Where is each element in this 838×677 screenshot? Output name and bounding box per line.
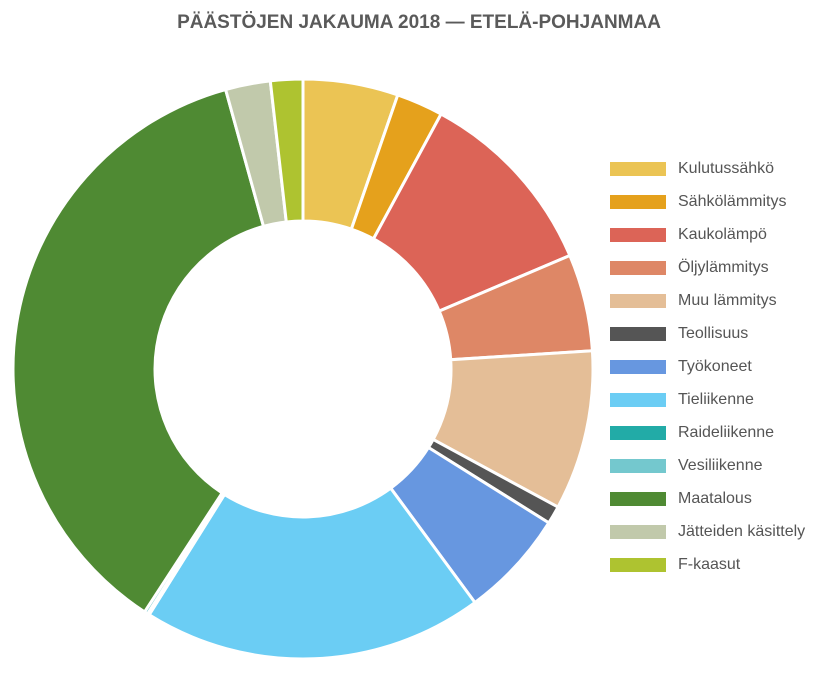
legend-swatch bbox=[610, 162, 666, 176]
legend-item[interactable]: Työkoneet bbox=[610, 357, 838, 377]
legend-swatch bbox=[610, 492, 666, 506]
legend-label: Raideliikenne bbox=[678, 424, 775, 441]
legend-swatch bbox=[610, 294, 666, 308]
legend-swatch bbox=[610, 195, 666, 209]
legend-label: Muu lämmitys bbox=[678, 292, 777, 309]
legend-item[interactable]: Raideliikenne bbox=[610, 423, 838, 443]
legend-swatch bbox=[610, 525, 666, 539]
slice-12[interactable] bbox=[268, 77, 305, 224]
legend-label: Sähkölämmitys bbox=[678, 193, 787, 210]
slice-7[interactable] bbox=[147, 486, 478, 661]
slice-10[interactable] bbox=[11, 87, 266, 614]
chart-title: PÄÄSTÖJEN JAKAUMA 2018 — ETELÄ-POHJANMAA bbox=[177, 12, 661, 33]
legend-swatch bbox=[610, 327, 666, 341]
legend-swatch bbox=[610, 426, 666, 440]
legend-label: Vesiliikenne bbox=[678, 457, 763, 474]
legend-swatch bbox=[610, 459, 666, 473]
legend-item[interactable]: Jätteiden käsittely bbox=[610, 522, 838, 542]
legend-item[interactable]: Tieliikenne bbox=[610, 390, 838, 410]
legend-item[interactable]: Sähkölämmitys bbox=[610, 192, 838, 212]
legend-item[interactable]: Öljylämmitys bbox=[610, 258, 838, 278]
legend-item[interactable]: Muu lämmitys bbox=[610, 291, 838, 311]
legend-item[interactable]: Teollisuus bbox=[610, 324, 838, 344]
legend-swatch bbox=[610, 360, 666, 374]
legend-item[interactable]: Kulutussähkö bbox=[610, 159, 838, 179]
legend-item[interactable]: F-kaasut bbox=[610, 555, 838, 575]
legend-label: Työkoneet bbox=[678, 358, 752, 375]
legend-label: Kulutussähkö bbox=[678, 160, 775, 177]
legend-swatch bbox=[610, 261, 666, 275]
legend-swatch bbox=[610, 558, 666, 572]
legend-swatch bbox=[610, 228, 666, 242]
legend-label: F-kaasut bbox=[678, 556, 741, 573]
legend-label: Öljylämmitys bbox=[678, 259, 769, 276]
legend-label: Jätteiden käsittely bbox=[678, 523, 806, 540]
legend-label: Teollisuus bbox=[678, 325, 749, 342]
legend-swatch bbox=[610, 393, 666, 407]
legend-label: Tieliikenne bbox=[678, 391, 754, 408]
legend-label: Kaukolämpö bbox=[678, 226, 767, 243]
legend-label: Maatalous bbox=[678, 490, 752, 507]
legend-item[interactable]: Vesiliikenne bbox=[610, 456, 838, 476]
legend-item[interactable]: Maatalous bbox=[610, 489, 838, 509]
legend-item[interactable]: Kaukolämpö bbox=[610, 225, 838, 245]
